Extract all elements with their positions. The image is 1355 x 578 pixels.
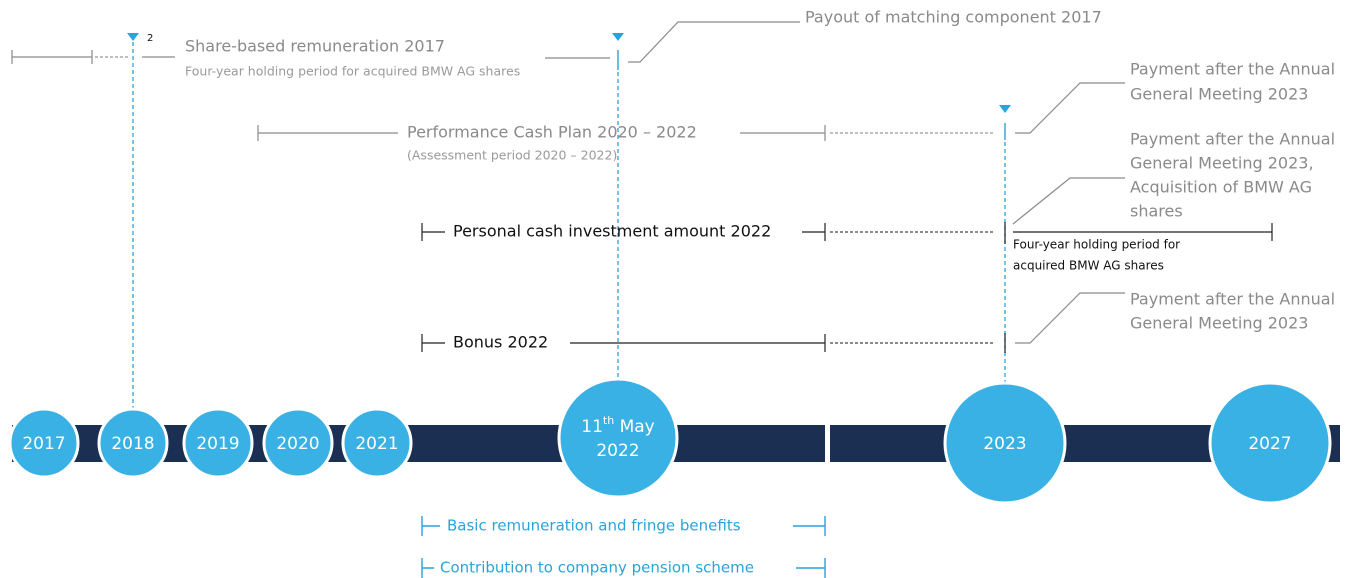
year-circle — [341, 407, 413, 479]
year-label: 2019 — [196, 434, 239, 454]
personal-payment: Acquisition of BMW AG — [1130, 178, 1312, 197]
personal-payment: shares — [1130, 202, 1183, 221]
bottom-label: Basic remuneration and fringe benefits — [447, 517, 741, 535]
year-label: 2018 — [111, 434, 154, 454]
event-year: 2022 — [596, 441, 639, 461]
pcp-payment: Payment after the Annual — [1130, 60, 1335, 79]
personal-payment: General Meeting 2023, — [1130, 154, 1314, 173]
year-label: 2020 — [276, 434, 319, 454]
event-circle — [557, 377, 679, 499]
year-circle — [1208, 381, 1332, 505]
pcp-note: (Assessment period 2020 – 2022) — [407, 148, 617, 163]
year-circle — [262, 407, 334, 479]
year-label: 2027 — [1248, 434, 1291, 454]
bottom-label: Contribution to company pension scheme — [440, 559, 754, 577]
pcp-title: Performance Cash Plan 2020 – 2022 — [407, 123, 697, 142]
bonus-title: Bonus 2022 — [453, 333, 548, 352]
holding-note: acquired BMW AG shares — [1013, 259, 1164, 273]
year-circle — [943, 381, 1067, 505]
year-circle — [8, 407, 80, 479]
share-title: Share-based remuneration 2017 — [185, 37, 445, 56]
bonus-payment: General Meeting 2023 — [1130, 314, 1308, 333]
year-label: 2021 — [355, 434, 398, 454]
footnote: 2 — [147, 33, 153, 44]
holding-note: Four-year holding period for — [1013, 238, 1180, 252]
payout-label: Payout of matching component 2017 — [805, 8, 1102, 27]
share-note: Four-year holding period for acquired BM… — [185, 64, 520, 79]
year-circle — [97, 407, 169, 479]
year-circles: 2017 2018 2019 2020 2021 2023 2027 — [8, 381, 1332, 505]
personal-title: Personal cash investment amount 2022 — [453, 222, 771, 241]
year-circle — [182, 407, 254, 479]
connectors — [11, 21, 1273, 578]
pcp-payment: General Meeting 2023 — [1130, 85, 1308, 104]
event-date: 11th May — [581, 414, 655, 437]
year-label: 2017 — [22, 434, 65, 454]
year-label: 2023 — [983, 434, 1026, 454]
bonus-payment: Payment after the Annual — [1130, 290, 1335, 309]
personal-payment: Payment after the Annual — [1130, 130, 1335, 149]
